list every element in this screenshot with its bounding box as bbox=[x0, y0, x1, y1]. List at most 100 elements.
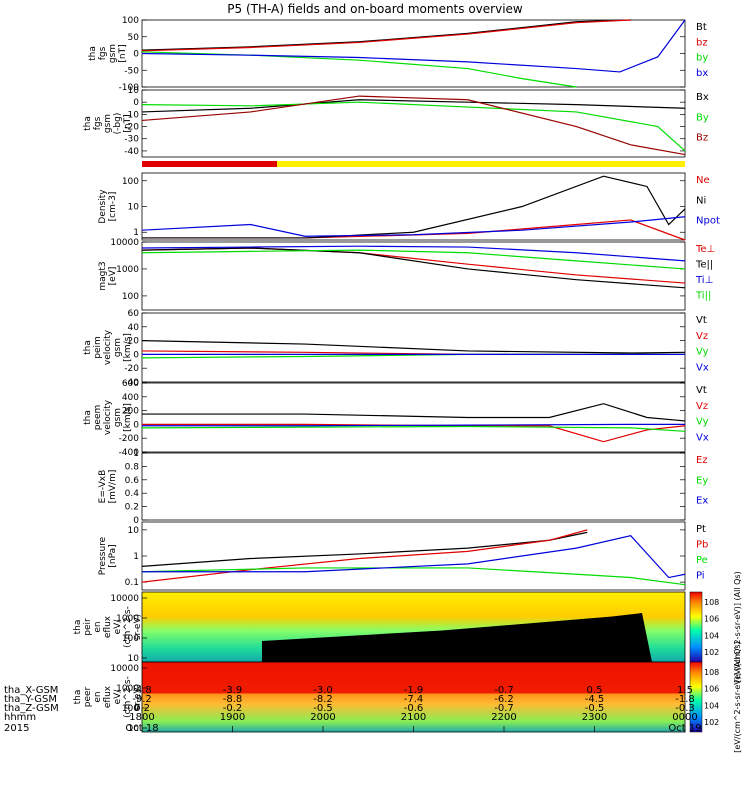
ephem-value-y: -8.2 bbox=[313, 694, 333, 705]
y-axis-label: Density bbox=[98, 189, 108, 224]
legend-Vy: Vy bbox=[696, 347, 709, 358]
legend-Ex: Ex bbox=[696, 496, 708, 507]
ephem-value-t: 1800 bbox=[129, 712, 155, 723]
legend-Vt: Vt bbox=[696, 315, 707, 326]
y-tick-label: 10000 bbox=[110, 238, 139, 248]
y-axis-label: gsm bbox=[113, 338, 123, 357]
y-axis-label: fgs bbox=[98, 46, 108, 60]
y-tick-label: 400 bbox=[122, 393, 139, 403]
y-axis-label: E=-VxB bbox=[98, 470, 108, 504]
panel-peim_velocity bbox=[141, 312, 686, 383]
y-tick-label: -10 bbox=[124, 110, 139, 120]
colorbar-peer_en_eflux bbox=[689, 661, 703, 733]
legend-Vz: Vz bbox=[696, 331, 708, 342]
y-axis-label: (cm^2-s- bbox=[123, 676, 133, 718]
ephem-label-y: tha_Y-GSM bbox=[4, 694, 58, 705]
y-axis-label: peem bbox=[93, 405, 103, 431]
y-tick-label: 100 bbox=[122, 16, 139, 26]
colorbar-label: [eV/(cm^2-s-sr-eV)] (All Qs) bbox=[733, 571, 742, 682]
series-line-By bbox=[141, 101, 686, 152]
series-line-Vt bbox=[141, 340, 686, 354]
ephem-value-y: -4.5 bbox=[584, 694, 605, 705]
ephem-label-z: tha_Z-GSM bbox=[4, 703, 59, 714]
legend-Vx: Vx bbox=[696, 432, 709, 443]
panel-efield bbox=[141, 452, 686, 521]
colorbar-tick: 108 bbox=[704, 598, 719, 607]
y-tick-label: 600 bbox=[122, 379, 139, 389]
ephemeris-table: tha_X-GSM tha_Y-GSM tha_Z-GSM hhmm 2015 … bbox=[0, 685, 750, 800]
legend-Ez: Ez bbox=[696, 455, 708, 466]
series-line-Pe bbox=[141, 567, 686, 586]
y-tick-label: 1000 bbox=[116, 684, 139, 694]
mode-bar-fast-survey bbox=[277, 161, 685, 167]
y-tick-label: 40 bbox=[128, 323, 140, 333]
ephem-value-z: -0.3 bbox=[675, 703, 695, 714]
y-tick-label: 10000 bbox=[110, 594, 139, 604]
y-axis-label: [km/s] bbox=[123, 333, 133, 362]
y-tick-label: 0.1 bbox=[125, 578, 139, 588]
legend-Ti||: Ti|| bbox=[695, 291, 711, 302]
y-tick-label: 20 bbox=[128, 337, 140, 347]
legend-Ey: Ey bbox=[696, 475, 708, 486]
legend-Te||: Te|| bbox=[695, 260, 713, 271]
y-axis-label: tha bbox=[83, 116, 93, 131]
y-axis-label: tha bbox=[73, 690, 83, 705]
y-axis-label: peir bbox=[83, 618, 93, 636]
legend-Vx: Vx bbox=[696, 362, 709, 373]
y-tick-label: -40 bbox=[124, 147, 139, 157]
legend-Ne: Ne bbox=[696, 175, 710, 186]
colorbar-tick: 104 bbox=[704, 701, 719, 710]
mode-bar bbox=[142, 161, 685, 167]
y-tick-label: 0.6 bbox=[125, 476, 140, 486]
y-axis-label: sr-eV) bbox=[133, 614, 143, 640]
y-axis-label: [nPa] bbox=[108, 544, 118, 567]
colorbar-tick: 104 bbox=[704, 631, 719, 640]
y-axis-label: eflux bbox=[103, 685, 113, 708]
legend-Ti⊥: Ti⊥ bbox=[695, 275, 713, 286]
y-tick-label: 0 bbox=[133, 350, 139, 360]
y-tick-label: 100 bbox=[122, 634, 139, 644]
y-tick-label: 1000 bbox=[116, 614, 139, 624]
y-tick-label: 0 bbox=[133, 420, 139, 430]
colorbar-peir_en_eflux bbox=[689, 591, 703, 663]
y-axis-label: peer bbox=[83, 686, 93, 707]
y-tick-label: 1 bbox=[133, 449, 139, 459]
y-tick-label: 50 bbox=[128, 33, 140, 43]
y-axis-label: [mV/m] bbox=[108, 470, 118, 504]
ephem-value-y: -1.8 bbox=[675, 694, 695, 705]
series-line-Npot bbox=[141, 216, 686, 237]
series-line-Ti|| bbox=[141, 249, 686, 270]
y-tick-label: 10000 bbox=[110, 664, 139, 674]
y-tick-label: -40 bbox=[124, 378, 139, 388]
ephem-value-x: 1.5 bbox=[677, 685, 693, 696]
ephem-value-x: -1.9 bbox=[403, 685, 424, 696]
colorbar-tick: 106 bbox=[704, 685, 719, 694]
colorbar-tick: 102 bbox=[704, 648, 719, 657]
series-line-Bx bbox=[141, 99, 686, 113]
ephem-value-y: -9.2 bbox=[132, 694, 152, 705]
y-tick-label: 200 bbox=[122, 407, 139, 417]
ephem-value-t: 2200 bbox=[491, 712, 517, 723]
series-line-Pi bbox=[142, 535, 686, 579]
y-axis-label: [nT] bbox=[123, 114, 133, 132]
ephem-value-y: -6.2 bbox=[494, 694, 514, 705]
legend-Vy: Vy bbox=[696, 417, 709, 428]
panel-peir_en_eflux bbox=[141, 591, 703, 663]
y-tick-label: -20 bbox=[124, 123, 139, 133]
legend-By: By bbox=[696, 112, 709, 123]
y-tick-label: -200 bbox=[119, 434, 140, 444]
ephem-value-d: Oct 19 bbox=[668, 723, 702, 734]
y-axis-label: peim bbox=[93, 336, 103, 359]
series-line-Bz bbox=[141, 95, 686, 156]
series-line-Vy bbox=[141, 425, 686, 432]
legend-Te⊥: Te⊥ bbox=[695, 244, 715, 255]
legend-bx: bx bbox=[696, 68, 708, 79]
y-tick-label: -30 bbox=[124, 135, 139, 145]
series-line-bx bbox=[141, 19, 686, 73]
y-tick-label: 60 bbox=[128, 309, 140, 319]
legend-bz: bz bbox=[696, 37, 708, 48]
ephem-value-x: -3.0 bbox=[313, 685, 333, 696]
y-axis-label: velocity bbox=[103, 399, 113, 435]
ephem-value-z: -0.2 bbox=[222, 703, 243, 714]
y-axis-label: eV/ bbox=[113, 619, 123, 635]
